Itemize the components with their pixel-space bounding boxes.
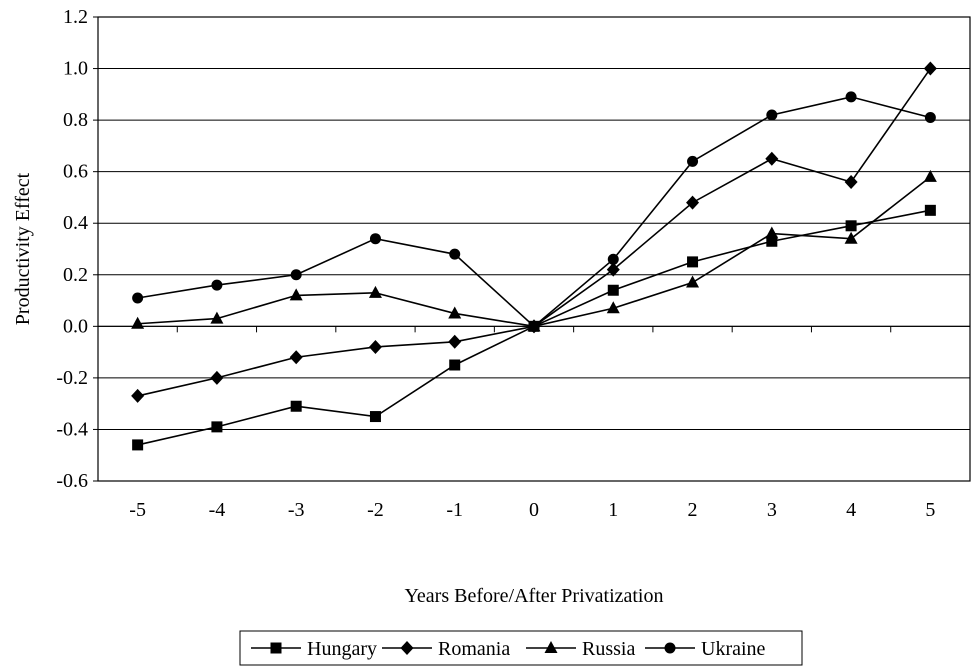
x-tick-label: 2 [688,499,698,521]
data-point-hungary [845,220,857,232]
legend: Hungary Romania Russia Ukraine [239,630,803,666]
series-line-ukraine [137,96,931,328]
data-point-ukraine [924,112,936,124]
data-point-russia [210,311,224,324]
x-tick-label: 3 [767,499,777,521]
legend-label: Ukraine [701,638,766,660]
data-point-ukraine [528,320,540,332]
data-point-romania [923,61,937,76]
data-point-hungary [687,256,699,268]
legend-label: Romania [438,638,510,660]
data-point-romania [448,334,462,349]
x-tick-label: -2 [367,499,384,521]
y-tick-label: -0.4 [56,418,88,440]
y-tick-label: -0.6 [56,470,88,492]
data-point-ukraine [845,91,857,103]
data-point-ukraine [369,233,381,245]
data-point-russia [289,288,303,301]
y-tick-label: 1.2 [63,6,88,28]
axes [93,16,971,482]
data-point-ukraine [687,155,699,167]
data-point-romania [210,370,224,385]
x-tick-label: 0 [529,499,539,521]
series-line-romania [137,68,932,397]
y-axis-title: Productivity Effect [12,172,34,325]
data-point-russia [844,231,858,244]
y-tick-label: 0.6 [63,161,88,183]
series-ukraine [132,91,936,332]
data-point-hungary [132,439,144,451]
data-point-hungary [924,204,936,216]
x-tick-label: 1 [608,499,618,521]
legend-item-romania: Romania [382,638,510,660]
y-tick-label: 0.2 [63,264,88,286]
legend-marker-ukraine [664,642,676,654]
legend-marker-hungary [270,642,282,654]
plot-frame [97,16,971,482]
data-point-hungary [369,411,381,423]
data-point-romania [289,350,303,365]
legend-item-russia: Russia [526,638,635,660]
series-group [131,61,937,451]
data-point-ukraine [211,279,223,291]
data-point-ukraine [607,253,619,265]
legend-marker-romania [400,641,414,655]
legend-marker-russia [544,641,558,653]
data-point-russia [448,306,462,319]
data-point-hungary [290,400,302,412]
data-point-romania [606,262,620,277]
data-point-ukraine [766,109,778,121]
data-point-hungary [766,235,778,247]
data-point-hungary [211,421,223,433]
x-tick-label: 5 [925,499,935,521]
x-tick-label: -3 [288,499,305,521]
series-line-russia [137,176,931,328]
y-tick-label: 1.0 [63,58,88,80]
legend-item-ukraine: Ukraine [645,638,766,660]
data-point-romania [131,388,145,403]
data-point-ukraine [449,248,461,260]
legend-label: Russia [582,638,635,660]
data-point-russia [923,169,937,182]
data-point-romania [686,195,700,210]
y-tick-label: 0.4 [63,212,88,234]
data-point-hungary [449,359,461,371]
series-russia [131,169,937,332]
data-point-romania [844,174,858,189]
x-tick-label: -1 [446,499,463,521]
data-point-russia [765,226,779,239]
data-point-romania [368,339,382,354]
tick-labels: -0.6 -0.4 -0.2 0.0 0.2 0.4 0.6 0.8 1.0 1.2 -5 -4 -3 -… [56,6,935,521]
data-point-russia [606,301,620,314]
gridlines [98,16,970,482]
y-tick-label: -0.2 [56,367,88,389]
data-point-ukraine [290,269,302,281]
y-tick-label: 0.0 [63,315,88,337]
data-point-russia [686,275,700,288]
data-point-russia [131,316,145,329]
legend-item-hungary: Hungary [251,638,377,660]
x-tick-label: -4 [209,499,226,521]
data-point-ukraine [132,292,144,304]
legend-frame [239,630,803,666]
x-axis-title: Years Before/After Privatization [404,585,663,607]
x-tick-label: 4 [846,499,856,521]
x-tick-label: -5 [129,499,146,521]
legend-label: Hungary [307,638,377,660]
data-point-romania [765,151,779,166]
y-tick-label: 0.8 [63,109,88,131]
data-point-hungary [607,284,619,296]
data-point-russia [368,285,382,298]
